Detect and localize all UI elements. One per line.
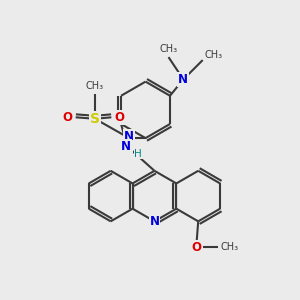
- Text: N: N: [124, 130, 134, 143]
- Text: H: H: [125, 143, 133, 154]
- Text: O: O: [192, 241, 202, 254]
- Text: O: O: [62, 111, 72, 124]
- Text: CH₃: CH₃: [159, 44, 178, 54]
- Text: O: O: [115, 111, 125, 124]
- Text: H: H: [134, 149, 142, 159]
- Text: CH₃: CH₃: [205, 50, 223, 60]
- Text: CH₃: CH₃: [221, 242, 239, 252]
- Text: N: N: [178, 73, 188, 86]
- Text: S: S: [90, 112, 100, 126]
- Text: CH₃: CH₃: [86, 80, 104, 91]
- Text: N: N: [149, 215, 160, 228]
- Text: N: N: [121, 140, 131, 153]
